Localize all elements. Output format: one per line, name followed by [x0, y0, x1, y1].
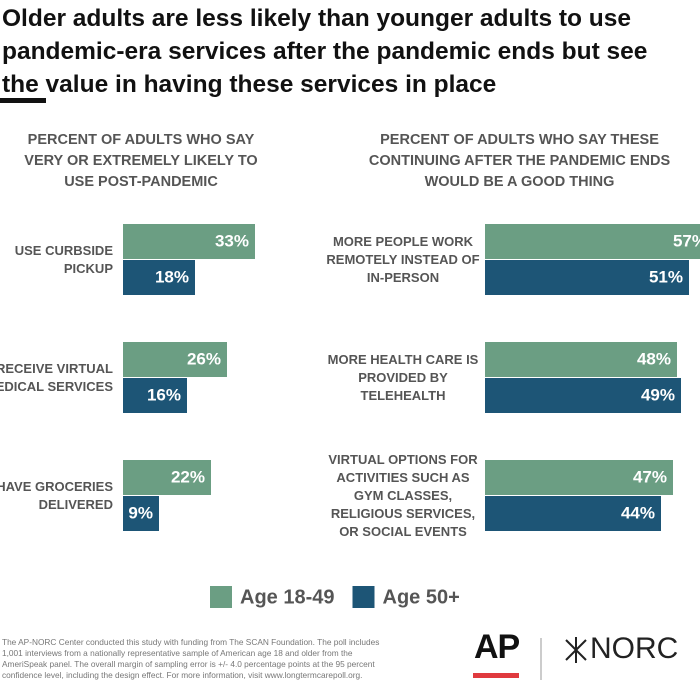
ap-logo: AP: [474, 628, 520, 666]
bar: [485, 342, 677, 377]
category-label: USE CURBSIDE PICKUP: [14, 243, 113, 276]
bar: [123, 496, 159, 531]
value-label: 18%: [155, 267, 189, 286]
category-label: MORE PEOPLE WORK REMOTELY INSTEAD OF IN-…: [326, 234, 480, 285]
chart-title: PERCENT OF ADULTS WHO SAY VERY OR EXTREM…: [24, 132, 258, 190]
legend-label: Age 50+: [383, 586, 460, 608]
value-label: 22%: [171, 467, 205, 486]
footnote: The AP-NORC Center conducted this study …: [2, 637, 380, 680]
norc-icon: [565, 637, 587, 663]
category-label: MORE HEALTH CARE IS PROVIDED BY TELEHEAL…: [327, 352, 479, 403]
value-label: 33%: [215, 231, 249, 250]
value-label: 49%: [641, 385, 675, 404]
category-label: VIRTUAL OPTIONS FOR ACTIVITIES SUCH AS G…: [328, 452, 478, 539]
chart-title: PERCENT OF ADULTS WHO SAY THESE CONTINUI…: [368, 132, 671, 190]
legend-label: Age 18-49: [240, 586, 335, 608]
value-label: 57%: [673, 231, 700, 250]
bar: [123, 378, 187, 413]
value-label: 44%: [621, 503, 655, 522]
legend-swatch: [352, 586, 375, 608]
value-label: 16%: [147, 385, 181, 404]
value-label: 9%: [128, 503, 153, 522]
norc-logo: NORC: [590, 632, 679, 665]
bar: [485, 260, 689, 295]
value-label: 51%: [649, 267, 683, 286]
category-label: RECEIVE VIRTUAL MEDICAL SERVICES: [0, 361, 113, 394]
bar: [485, 224, 700, 259]
bar: [123, 342, 227, 377]
legend-swatch: [210, 586, 232, 608]
bar: [123, 224, 255, 259]
bar: [485, 460, 673, 495]
value-label: 47%: [633, 467, 667, 486]
bar: [123, 260, 195, 295]
title: Older adults are less likely than younge…: [2, 5, 648, 98]
title-rule: [0, 98, 46, 103]
bar: [485, 496, 661, 531]
value-label: 48%: [637, 349, 671, 368]
category-label: HAVE GROCERIES DELIVERED: [0, 479, 113, 512]
bar: [123, 460, 211, 495]
value-label: 26%: [187, 349, 221, 368]
ap-rule: [473, 673, 519, 678]
bar: [485, 378, 681, 413]
